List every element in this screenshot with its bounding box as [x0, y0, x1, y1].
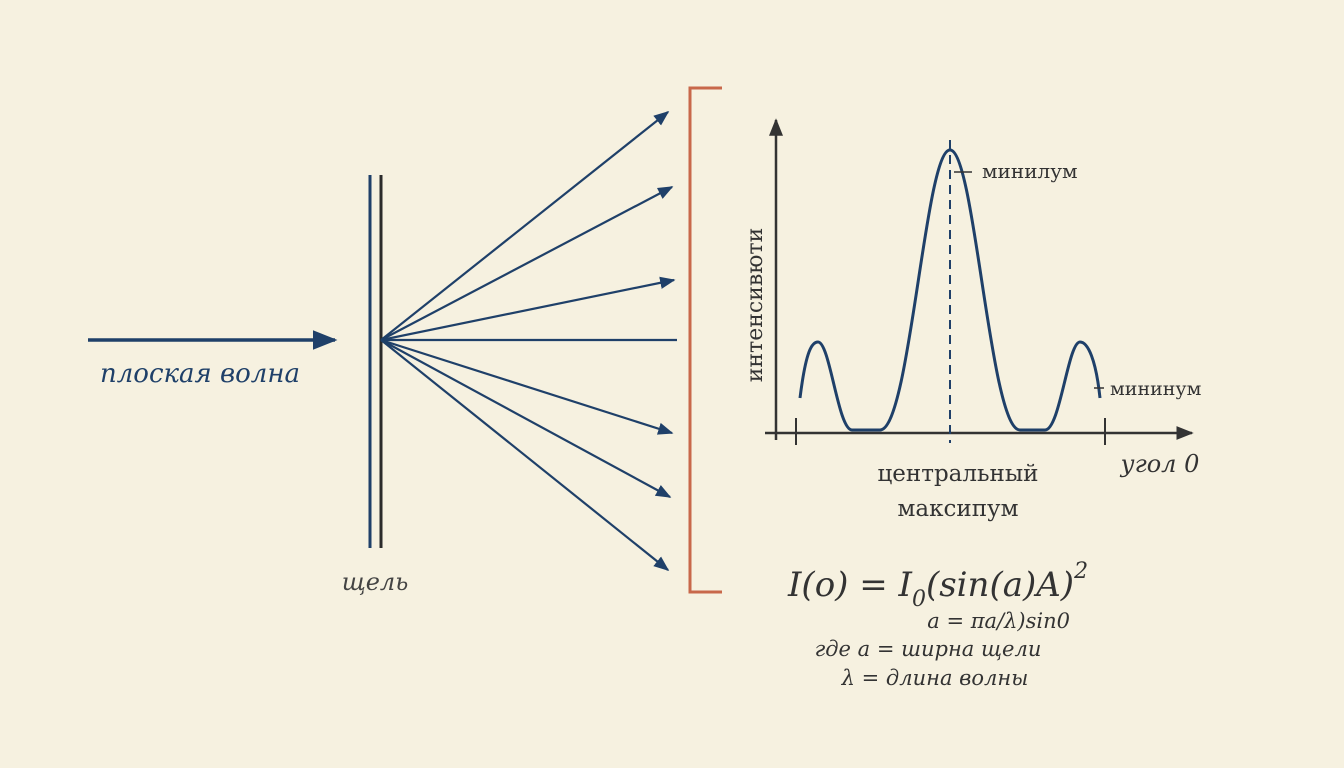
ray — [380, 338, 674, 435]
screen — [688, 86, 722, 594]
wave-label: плоская волна — [100, 359, 300, 389]
formula-sup: 2 — [1073, 559, 1088, 584]
formula-line: a = πa/λ)sin0 — [927, 609, 1070, 633]
y-axis-label: интенсивюти — [743, 228, 768, 383]
formula-line: λ = длина волны — [841, 666, 1029, 690]
ray — [380, 186, 674, 341]
formula-part: I(o) = I — [787, 565, 913, 605]
intensity-curve — [798, 148, 1102, 432]
side-label: мининум — [1110, 378, 1202, 400]
x-axis-label: угол 0 — [1120, 450, 1200, 478]
formula-line: где a = ширна щели — [815, 637, 1042, 661]
ray — [380, 276, 676, 342]
rays — [380, 111, 677, 571]
ray — [380, 339, 670, 571]
peak-label: минилум — [982, 159, 1078, 183]
formula-sub: 0 — [912, 587, 926, 612]
center-label: центральный — [878, 461, 1039, 487]
center-label: максипум — [898, 496, 1019, 522]
formula-part: (sin(a)A) — [926, 565, 1074, 605]
formula: I(o) = I0(sin(a)A)2 — [787, 559, 1088, 612]
ray — [380, 111, 670, 341]
ray — [380, 339, 672, 498]
slit-label: щель — [342, 568, 409, 596]
